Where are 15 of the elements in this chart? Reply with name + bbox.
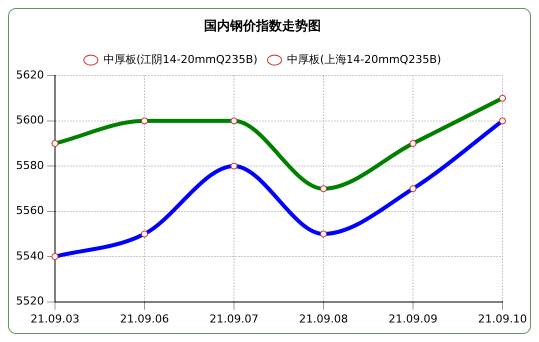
x-tick-label: 21.09.08 (299, 312, 348, 326)
x-tick-label: 21.09.03 (30, 312, 80, 326)
x-tick-label: 21.09.06 (120, 312, 169, 326)
x-tick-label: 21.09.07 (210, 312, 258, 326)
y-tick-label: 5580 (16, 158, 44, 172)
chart-title: 国内钢价指数走势图 (204, 18, 321, 34)
legend-label: 中厚板(江阴14-20mmQ235B) (103, 52, 258, 66)
legend-label: 中厚板(上海14-20mmQ235B) (287, 52, 442, 66)
x-tick-label: 21.09.09 (388, 312, 438, 326)
x-tick-label: 21.09.10 (478, 312, 527, 326)
y-tick-label: 5620 (16, 68, 44, 82)
y-tick-label: 5520 (16, 294, 44, 308)
y-tick-label: 5560 (16, 204, 44, 218)
y-tick-label: 5600 (16, 114, 44, 127)
y-tick-label: 5540 (16, 249, 44, 262)
